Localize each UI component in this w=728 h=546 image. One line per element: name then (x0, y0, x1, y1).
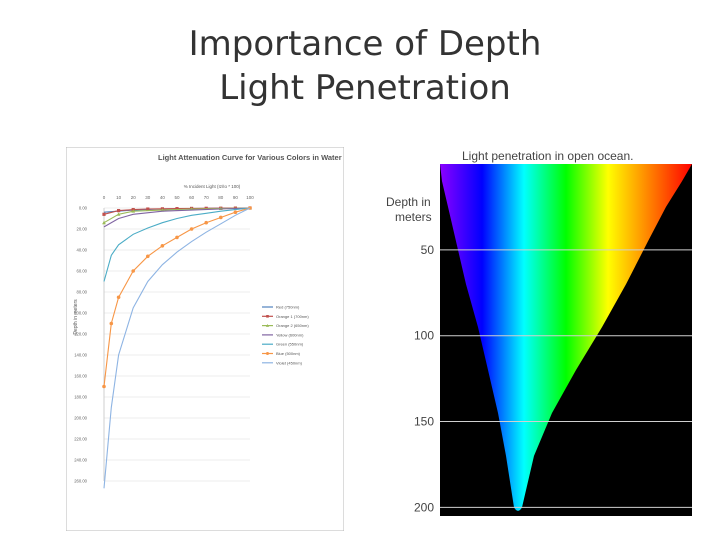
depth-label-line-2: meters (395, 210, 432, 224)
x-tick-label: 30 (145, 195, 151, 200)
data-point (146, 207, 150, 211)
legend-marker (266, 352, 269, 355)
x-tick-label: 0 (103, 195, 106, 200)
depth-label-line-1: Depth in (386, 195, 431, 209)
x-tick-label: 100 (246, 195, 254, 200)
data-point (204, 220, 208, 225)
y-tick-label: 60.00 (77, 269, 88, 274)
x-axis-label: % Incident Light (Iz/Io * 100) (184, 184, 241, 189)
legend-label: Green (550nm) (276, 342, 304, 347)
title-line-2: Light Penetration (219, 68, 511, 108)
data-point (131, 209, 136, 213)
data-point (102, 220, 106, 225)
data-point (219, 215, 223, 220)
depth-tick-label: 50 (421, 243, 435, 257)
series-line (103, 207, 251, 489)
y-tick-label: 80.00 (77, 290, 88, 295)
data-point (131, 269, 135, 273)
data-point (116, 212, 121, 216)
chart-frame (66, 147, 344, 531)
series-line (103, 207, 251, 282)
depth-tick-label: 200 (414, 500, 434, 514)
ocean-light-penetration-figure: Light penetration in open ocean. Depth i… (386, 149, 692, 516)
legend-label: Orange 2 (650nm) (276, 323, 309, 328)
series-line (103, 207, 251, 228)
data-point (102, 212, 106, 216)
y-tick-label: 100.00 (74, 311, 87, 316)
data-point (109, 321, 114, 326)
y-tick-label: 20.00 (77, 227, 88, 232)
depth-tick-label: 150 (414, 415, 434, 429)
x-tick-label: 20 (131, 195, 137, 200)
legend-marker (266, 315, 269, 318)
x-tick-label: 70 (204, 195, 210, 200)
data-point (146, 254, 150, 259)
legend-label: Yellow (600nm) (276, 332, 304, 337)
data-point (117, 209, 121, 213)
y-tick-label: 140.00 (74, 353, 87, 358)
x-tick-label: 50 (174, 195, 180, 200)
chart-title: Light Attenuation Curve for Various Colo… (158, 153, 342, 162)
slide-title: Importance of Depth Light Penetration (130, 22, 600, 110)
data-point (160, 244, 165, 248)
y-tick-label: 240.00 (74, 458, 87, 463)
y-tick-label: 200.00 (74, 416, 87, 421)
y-tick-label: 40.00 (77, 248, 88, 253)
title-line-1: Importance of Depth (188, 24, 542, 64)
y-tick-label: 180.00 (74, 395, 87, 400)
ocean-figure-title: Light penetration in open ocean. (462, 149, 633, 163)
y-tick-label: 120.00 (74, 332, 87, 337)
data-point (189, 227, 194, 231)
legend-marker (265, 324, 270, 327)
data-point (233, 210, 238, 214)
x-tick-label: 90 (233, 195, 239, 200)
series-line (103, 207, 251, 387)
x-tick-label: 60 (189, 195, 195, 200)
data-point (175, 235, 179, 240)
legend-label: Violet (450nm) (276, 360, 303, 365)
data-point (175, 207, 179, 211)
depth-tick-label: 100 (414, 329, 434, 343)
x-tick-label: 10 (116, 195, 122, 200)
y-tick-label: 220.00 (74, 437, 87, 442)
legend-label: Orange 1 (700nm) (276, 314, 309, 319)
y-tick-label: 260.00 (74, 479, 87, 484)
x-tick-label: 80 (218, 195, 224, 200)
x-tick-label: 40 (160, 195, 166, 200)
data-point (116, 295, 121, 300)
attenuation-chart: Light Attenuation Curve for Various Colo… (66, 147, 344, 531)
y-tick-label: 0.00 (79, 206, 88, 211)
data-point (102, 384, 106, 389)
y-axis-label: Depth in meters (73, 299, 79, 335)
legend-label: Blue (500nm) (276, 351, 301, 356)
y-tick-label: 160.00 (74, 374, 87, 379)
legend-label: Red (750nm) (276, 305, 300, 310)
light-spectrum-cone (440, 164, 692, 511)
